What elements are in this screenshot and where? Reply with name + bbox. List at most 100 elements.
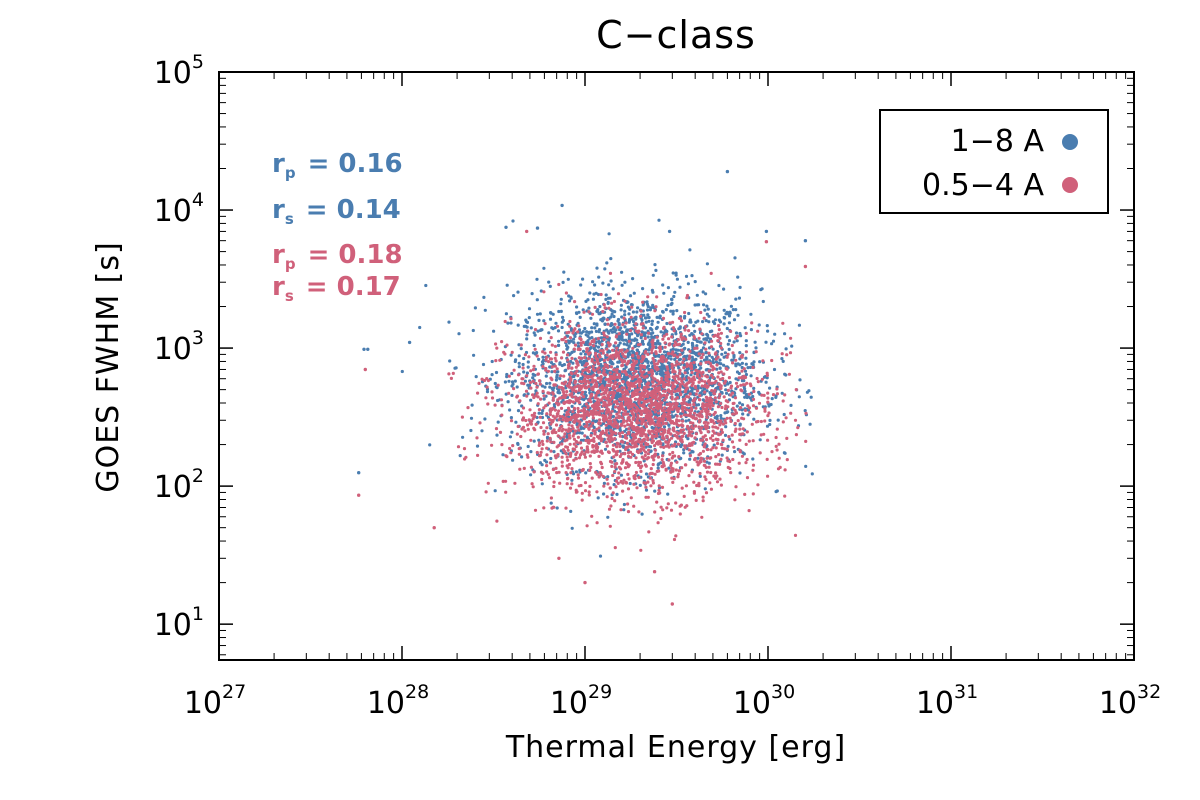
data-point-0.5-4A — [738, 427, 742, 431]
data-point-0.5-4A — [711, 425, 715, 429]
data-point-1-8A — [580, 431, 584, 435]
data-point-0.5-4A — [573, 379, 578, 383]
data-point-0.5-4A — [729, 419, 733, 423]
data-point-1-8A — [584, 471, 588, 475]
data-point-0.5-4A — [672, 421, 676, 425]
data-point-0.5-4A — [629, 328, 633, 333]
data-point-1-8A — [675, 309, 679, 313]
data-point-0.5-4A — [680, 486, 684, 490]
data-point-1-8A — [505, 283, 509, 287]
data-point-1-8A — [623, 325, 627, 329]
data-point-0.5-4A — [630, 441, 635, 445]
data-point-0.5-4A — [563, 336, 567, 340]
data-point-1-8A — [584, 299, 588, 303]
data-point-0.5-4A — [672, 537, 677, 542]
data-point-1-8A — [604, 293, 608, 297]
data-point-0.5-4A — [520, 377, 524, 381]
data-point-0.5-4A — [648, 418, 653, 422]
data-point-0.5-4A — [714, 446, 718, 450]
data-point-0.5-4A — [683, 397, 687, 401]
data-point-0.5-4A — [639, 444, 644, 448]
data-point-0.5-4A — [677, 362, 681, 366]
data-point-1-8A — [574, 470, 579, 474]
data-point-0.5-4A — [641, 439, 645, 443]
data-point-0.5-4A — [660, 376, 664, 381]
data-point-0.5-4A — [775, 448, 779, 452]
data-point-1-8A — [736, 362, 740, 366]
data-point-0.5-4A — [674, 501, 678, 505]
data-point-0.5-4A — [762, 393, 766, 397]
data-point-0.5-4A — [556, 403, 560, 407]
data-point-0.5-4A — [707, 351, 711, 355]
data-point-0.5-4A — [617, 372, 621, 377]
data-point-0.5-4A — [648, 476, 652, 480]
data-point-1-8A — [529, 473, 533, 477]
data-point-1-8A — [548, 284, 552, 288]
data-point-1-8A — [693, 329, 697, 333]
data-point-1-8A — [707, 320, 711, 324]
data-point-0.5-4A — [592, 436, 596, 440]
data-point-1-8A — [645, 365, 649, 369]
data-point-1-8A — [615, 492, 619, 496]
data-point-0.5-4A — [675, 422, 679, 426]
data-point-0.5-4A — [804, 411, 808, 415]
data-point-0.5-4A — [574, 359, 579, 363]
data-point-0.5-4A — [583, 434, 587, 438]
data-point-0.5-4A — [687, 329, 691, 333]
data-point-0.5-4A — [766, 438, 770, 442]
data-point-0.5-4A — [569, 453, 573, 457]
data-point-0.5-4A — [583, 374, 587, 378]
data-point-1-8A — [669, 357, 673, 361]
data-point-0.5-4A — [566, 448, 570, 452]
data-point-1-8A — [661, 283, 665, 287]
data-point-0.5-4A — [548, 436, 552, 440]
data-point-0.5-4A — [719, 331, 724, 335]
data-point-0.5-4A — [576, 419, 580, 423]
data-point-0.5-4A — [620, 364, 624, 368]
data-point-0.5-4A — [651, 346, 655, 350]
data-point-1-8A — [670, 298, 674, 302]
data-point-1-8A — [610, 323, 614, 327]
data-point-0.5-4A — [771, 393, 776, 397]
data-point-0.5-4A — [494, 359, 498, 363]
data-point-0.5-4A — [644, 495, 648, 499]
data-point-1-8A — [585, 330, 589, 334]
data-point-1-8A — [711, 384, 715, 388]
data-point-0.5-4A — [610, 464, 614, 468]
data-point-1-8A — [494, 370, 499, 375]
data-point-1-8A — [620, 283, 624, 287]
data-point-1-8A — [655, 315, 659, 319]
data-point-0.5-4A — [708, 396, 713, 400]
data-point-1-8A — [692, 324, 696, 328]
data-point-1-8A — [725, 335, 729, 339]
data-point-0.5-4A — [554, 423, 559, 427]
data-point-0.5-4A — [560, 338, 564, 342]
data-point-1-8A — [674, 393, 678, 397]
data-point-0.5-4A — [572, 420, 576, 424]
data-point-0.5-4A — [690, 434, 694, 438]
data-point-0.5-4A — [704, 491, 709, 495]
data-point-0.5-4A — [621, 360, 625, 364]
data-point-0.5-4A — [499, 398, 504, 402]
data-point-0.5-4A — [679, 429, 683, 433]
data-point-0.5-4A — [739, 383, 743, 387]
data-point-0.5-4A — [666, 352, 671, 356]
data-point-0.5-4A — [476, 453, 480, 457]
data-point-1-8A — [627, 334, 632, 338]
data-point-0.5-4A — [766, 414, 770, 418]
data-point-1-8A — [537, 318, 541, 322]
data-point-1-8A — [744, 339, 748, 343]
data-point-0.5-4A — [634, 456, 638, 460]
data-point-1-8A — [638, 483, 642, 487]
data-point-0.5-4A — [610, 496, 614, 501]
data-point-1-8A — [654, 342, 658, 346]
data-point-0.5-4A — [584, 402, 589, 406]
data-point-1-8A — [636, 306, 640, 310]
data-point-0.5-4A — [579, 446, 584, 450]
data-point-0.5-4A — [756, 419, 760, 424]
data-point-1-8A — [607, 283, 611, 287]
data-point-0.5-4A — [637, 439, 641, 444]
data-point-0.5-4A — [551, 505, 555, 509]
data-point-1-8A — [731, 308, 735, 312]
data-point-0.5-4A — [693, 458, 697, 462]
